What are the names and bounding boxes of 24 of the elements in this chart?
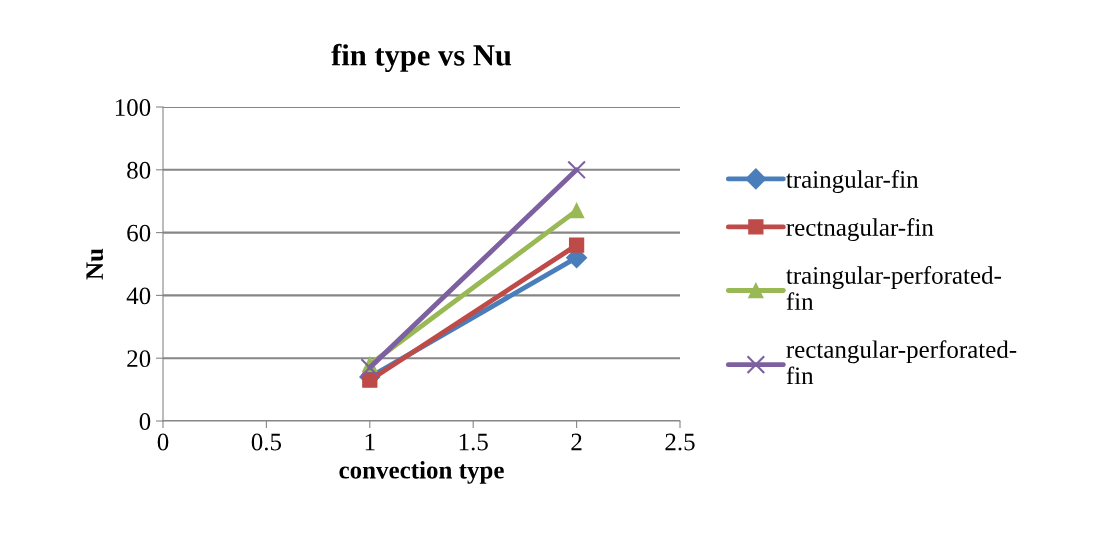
x-tick-label: 1 bbox=[365, 433, 375, 451]
y-tick-label: 60 bbox=[127, 224, 151, 242]
legend-label: traingular-fin bbox=[786, 170, 919, 194]
x-tick-label: 1.5 bbox=[459, 433, 488, 451]
chart-title: fin type vs Nu bbox=[331, 43, 512, 72]
legend-label: rectangular-perforated-fin bbox=[786, 340, 1017, 385]
point bbox=[362, 372, 378, 388]
legend-label: traingular-perforated-fin bbox=[786, 266, 1001, 310]
x-tick-label: 0.5 bbox=[251, 433, 282, 451]
x-tick-label: 2 bbox=[571, 433, 582, 451]
y-tick-label: 40 bbox=[126, 287, 151, 305]
y-tick-label: 80 bbox=[127, 161, 151, 179]
x-tick-label: 0 bbox=[157, 433, 169, 451]
y-tick-label: 20 bbox=[127, 350, 151, 368]
point bbox=[360, 358, 380, 377]
y-tick-label: 100 bbox=[115, 99, 151, 116]
x-axis-title: convection type bbox=[339, 461, 504, 484]
y-axis-title: Nu bbox=[86, 248, 104, 280]
legend-label: rectnagular-fin bbox=[786, 218, 934, 242]
x-tick-label: 2.5 bbox=[665, 433, 695, 451]
y-tick-label: 0 bbox=[139, 413, 151, 430]
point bbox=[568, 202, 585, 219]
point bbox=[568, 237, 585, 253]
point bbox=[567, 160, 586, 180]
